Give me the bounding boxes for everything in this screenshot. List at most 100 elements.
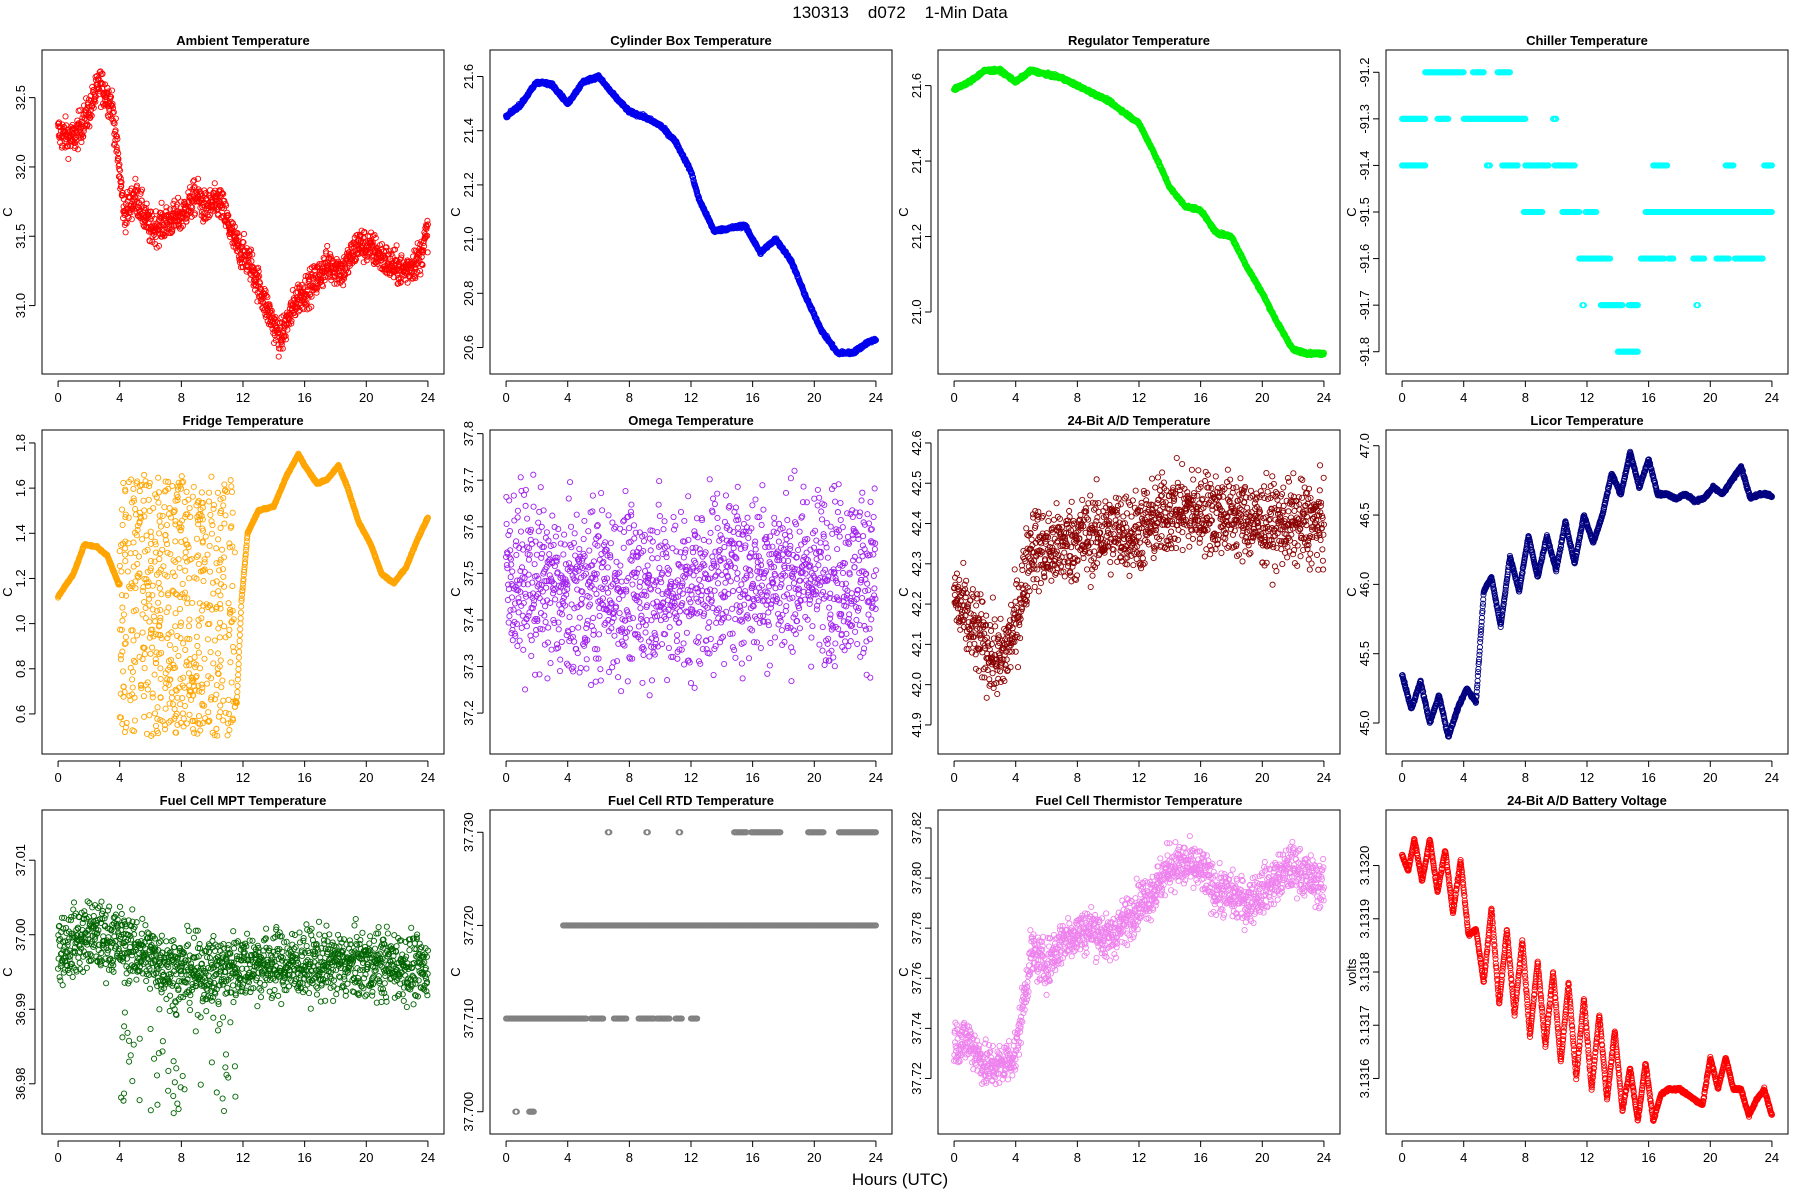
y-tick-label: -91.4	[1357, 151, 1372, 181]
x-tick-label: 8	[1074, 390, 1081, 405]
data-point	[146, 238, 153, 245]
data-point	[112, 127, 119, 134]
x-tick-label: 24	[869, 390, 883, 405]
data-point	[211, 180, 218, 187]
data-point	[132, 195, 139, 202]
data-point	[112, 115, 119, 122]
plot-frame	[489, 49, 893, 375]
x-tick-label: 20	[807, 390, 821, 405]
data-point	[152, 233, 159, 241]
data-point	[275, 353, 282, 360]
data-point	[111, 140, 118, 147]
data-point	[118, 192, 126, 199]
y-axis-label: C	[0, 207, 15, 216]
data-point	[152, 208, 159, 215]
plot-frame	[41, 49, 445, 375]
data-point	[114, 135, 121, 143]
y-axis-label: C	[448, 207, 463, 216]
data-point	[131, 187, 138, 194]
data-point	[97, 104, 105, 111]
data-point	[65, 143, 72, 150]
x-tick-label: 4	[564, 390, 571, 405]
data-point	[128, 216, 135, 223]
data-point	[85, 99, 92, 106]
data-point	[65, 155, 72, 163]
data-point	[117, 175, 124, 182]
x-tick-label: 12	[684, 390, 698, 405]
data-point	[62, 113, 69, 120]
data-point	[118, 179, 125, 186]
x-tick-label: 16	[297, 390, 311, 405]
x-tick-label: 16	[1641, 390, 1655, 405]
y-tick-label: 21.4	[461, 118, 476, 143]
chart-title: Cylinder Box Temperature	[610, 33, 772, 48]
data-point	[118, 182, 125, 189]
y-tick-label: -91.7	[1357, 290, 1372, 320]
data-point	[87, 111, 94, 118]
data-point	[115, 150, 122, 157]
data-point	[86, 123, 93, 130]
x-tick-label: 4	[116, 390, 123, 405]
y-tick-label: 21.2	[461, 172, 476, 197]
chart-title: Chiller Temperature	[1526, 33, 1648, 48]
data-point	[138, 197, 145, 204]
data-point	[123, 220, 130, 227]
data-point	[113, 133, 120, 140]
data-point	[155, 242, 163, 250]
data-point	[74, 146, 81, 153]
x-tick-label: 4	[1012, 390, 1019, 405]
x-tick-label: 0	[54, 390, 61, 405]
data-point	[108, 87, 116, 94]
data-points	[1399, 69, 1775, 355]
x-tick-label: 0	[950, 390, 957, 405]
data-point	[116, 167, 124, 174]
y-tick-label: 21.2	[909, 224, 924, 249]
y-tick-label: 21.0	[909, 299, 924, 324]
y-tick-label: 21.6	[909, 73, 924, 98]
y-tick-label: -91.6	[1357, 244, 1372, 274]
data-point	[108, 101, 115, 108]
x-tick-label: 20	[1703, 390, 1717, 405]
x-tick-label: 12	[236, 390, 250, 405]
y-tick-label: 32.0	[13, 154, 28, 179]
data-point	[109, 100, 116, 107]
data-point	[80, 128, 87, 135]
data-point	[240, 230, 248, 238]
y-tick-label: -91.8	[1357, 337, 1372, 367]
y-tick-label: 32.5	[13, 85, 28, 110]
x-tick-label: 16	[1193, 390, 1207, 405]
y-tick-label: 21.6	[461, 64, 476, 89]
x-tick-label: 24	[1317, 390, 1331, 405]
y-tick-label: 20.8	[461, 281, 476, 306]
data-points	[951, 65, 1327, 359]
data-point	[99, 80, 106, 87]
y-tick-label: 21.4	[909, 148, 924, 173]
y-tick-label: -91.5	[1357, 197, 1372, 227]
data-point	[144, 208, 151, 215]
chart-title: Regulator Temperature	[1068, 33, 1210, 48]
y-tick-label: 31.0	[13, 293, 28, 318]
x-tick-label: 20	[1255, 390, 1269, 405]
x-tick-label: 12	[1132, 390, 1146, 405]
data-point	[147, 216, 154, 223]
data-point	[113, 143, 120, 151]
data-point	[114, 146, 121, 154]
y-tick-label: 20.6	[461, 335, 476, 360]
data-point	[116, 161, 123, 168]
data-point	[158, 199, 165, 206]
data-point	[137, 190, 144, 197]
page-title: 130313 d072 1-Min Data	[792, 3, 1008, 22]
data-point	[139, 186, 146, 193]
data-point	[119, 192, 126, 199]
x-tick-label: 12	[1580, 390, 1594, 405]
x-tick-label: 0	[502, 390, 509, 405]
x-tick-label: 4	[1460, 390, 1467, 405]
data-point	[107, 93, 115, 100]
x-tick-label: 8	[178, 390, 185, 405]
x-tick-label: 24	[421, 390, 435, 405]
y-tick-label: 21.0	[461, 226, 476, 251]
